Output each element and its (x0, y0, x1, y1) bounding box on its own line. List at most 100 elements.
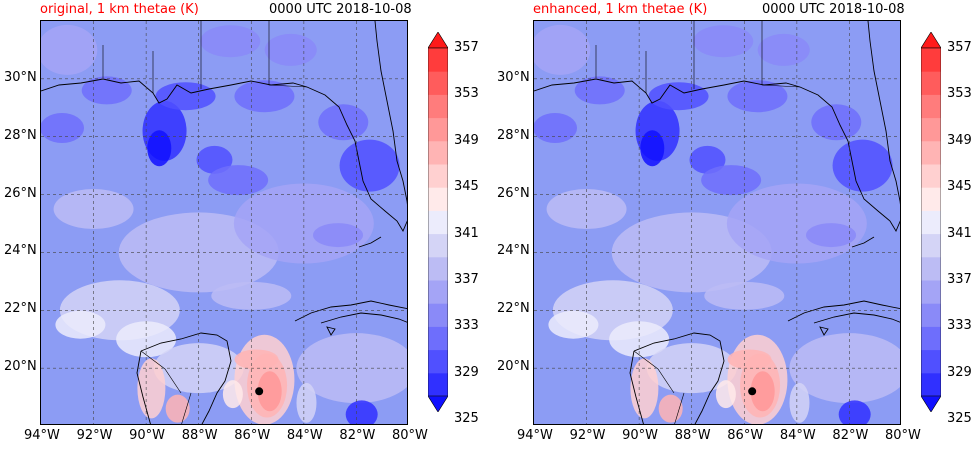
colorbar-bin (428, 372, 448, 397)
state-border (761, 21, 801, 88)
thetae-region (222, 380, 243, 409)
lat-tick-label: 24°N (4, 243, 37, 259)
colorbar-bin (428, 256, 448, 281)
colorbar: 357 353 349 345 341 337 333 329 325 (427, 31, 479, 426)
colorbar-bin (428, 71, 448, 95)
colorbar-bin (428, 48, 448, 72)
coastline (633, 332, 725, 424)
thetae-region (838, 400, 871, 424)
colorbar-bin (921, 303, 941, 327)
thetae-region (806, 223, 857, 248)
thetae-field (41, 21, 407, 424)
colorbar-bin (428, 326, 448, 351)
thetae-region (41, 24, 98, 75)
colorbar-bin (921, 210, 941, 235)
coastline (41, 78, 407, 232)
colorbar-bin (428, 280, 448, 304)
lat-tick-label: 22°N (497, 301, 530, 317)
thetae-region (727, 80, 788, 113)
storm-center-marker (255, 387, 264, 396)
thetae-region (750, 371, 775, 412)
thetae-region (789, 382, 810, 423)
thetae-region (234, 349, 279, 370)
colorbar-bin (428, 117, 448, 142)
colorbar-bin (921, 71, 941, 95)
thetae-region (264, 33, 317, 66)
lat-tick-label: 28°N (497, 127, 530, 143)
lat-tick-label: 22°N (4, 301, 37, 317)
thetae-region (165, 394, 190, 423)
colorbar-tick-label: 345 (454, 179, 479, 195)
panel-title: enhanced, 1 km thetae (K) (533, 2, 708, 17)
thetae-region (534, 24, 591, 75)
thetae-region (757, 33, 810, 66)
valid-time: 0000 UTC 2018-10-08 (269, 2, 412, 17)
colorbar: 357 353 349 345 341 337 333 329 325 (920, 31, 972, 426)
thetae-region (234, 80, 295, 113)
thetae-region (155, 82, 216, 111)
thetae-region (658, 394, 683, 423)
panel-title: original, 1 km thetae (K) (40, 2, 199, 17)
colorbar-bin (921, 280, 941, 304)
state-border (140, 350, 182, 394)
colorbar-bin (428, 233, 448, 258)
colorbar-bin (428, 140, 448, 165)
coastline (294, 300, 407, 322)
thetae-region (200, 25, 261, 58)
thetae-region (689, 145, 726, 174)
colorbar-tick-label: 341 (947, 225, 972, 241)
colorbar-bin (921, 164, 941, 188)
colorbar-svg (920, 31, 942, 413)
coastline (136, 350, 151, 424)
thetae-region (313, 223, 364, 248)
colorbar-tick-label: 325 (947, 411, 972, 427)
colorbar-tick-label: 353 (454, 86, 479, 102)
thetae-region (693, 25, 754, 58)
state-border (674, 392, 685, 424)
map-plot (533, 20, 901, 425)
colorbar-bin (428, 349, 448, 374)
thetae-region (715, 380, 736, 409)
colorbar-bin (921, 117, 941, 142)
colorbar-tick-label: 333 (454, 318, 479, 334)
colorbar-tick-label: 357 (454, 40, 479, 55)
thetae-region (345, 400, 378, 424)
coastline (819, 326, 829, 336)
lon-tick-label: 92°W (76, 428, 113, 443)
colorbar-bin (428, 210, 448, 235)
lat-tick-label: 26°N (4, 185, 37, 201)
coastline (358, 236, 382, 248)
thetae-region (296, 333, 407, 404)
colorbar-tick-label: 337 (947, 272, 972, 287)
colorbar-bin (921, 187, 941, 211)
colorbar-tick-label: 329 (454, 364, 479, 380)
thetae-region (704, 281, 785, 310)
lon-tick-label: 84°W (286, 428, 323, 443)
coastline (320, 312, 407, 324)
lon-tick-label: 94°W (24, 428, 60, 443)
storm-center-marker (748, 387, 757, 396)
colorbar-bin (428, 303, 448, 327)
colorbar-tick-label: 345 (947, 179, 972, 195)
lat-tick-label: 24°N (497, 243, 530, 259)
thetae-region (55, 310, 106, 339)
thetae-region (339, 139, 400, 192)
lon-tick-label: 88°W (181, 428, 218, 443)
colorbar-bin (921, 326, 941, 351)
thetae-region (727, 349, 772, 370)
thetae-region (630, 358, 659, 419)
coastline (374, 21, 407, 205)
thetae-region (318, 104, 369, 141)
panel-enhanced: enhanced, 1 km thetae (K) 0000 UTC 2018-… (493, 0, 972, 449)
state-border (268, 21, 308, 88)
lat-tick-label: 26°N (497, 185, 530, 201)
colorbar-bin (921, 48, 941, 72)
lon-tick-label: 82°W (339, 428, 376, 443)
colorbar-tick-label: 337 (454, 272, 479, 287)
colorbar-bin (921, 349, 941, 374)
thetae-region (811, 104, 862, 141)
state-border (181, 392, 192, 424)
lon-tick-label: 90°W (129, 428, 166, 443)
thetae-region (548, 310, 599, 339)
colorbar-extend-min (427, 395, 449, 413)
